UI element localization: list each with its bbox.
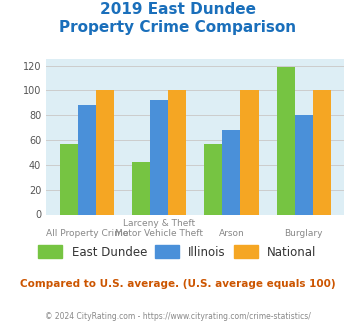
Bar [132,162,150,214]
Text: Motor Vehicle Theft: Motor Vehicle Theft [115,229,203,238]
Bar [150,100,168,214]
Text: Compared to U.S. average. (U.S. average equals 100): Compared to U.S. average. (U.S. average … [20,279,335,289]
Bar [96,90,114,214]
Text: Larceny & Theft: Larceny & Theft [123,219,195,228]
Text: Burglary: Burglary [284,229,323,238]
Bar [240,90,258,214]
Text: 2019 East Dundee: 2019 East Dundee [99,2,256,16]
Text: Property Crime Comparison: Property Crime Comparison [59,20,296,35]
Bar [222,130,240,214]
Bar [313,90,331,214]
Bar [295,115,313,214]
Bar [277,67,295,214]
Bar [60,144,78,214]
Bar [168,90,186,214]
Bar [204,144,222,214]
Text: All Property Crime: All Property Crime [45,229,128,238]
Text: © 2024 CityRating.com - https://www.cityrating.com/crime-statistics/: © 2024 CityRating.com - https://www.city… [45,312,310,321]
Bar [78,105,96,214]
Text: Arson: Arson [219,229,244,238]
Legend: East Dundee, Illinois, National: East Dundee, Illinois, National [38,245,317,258]
